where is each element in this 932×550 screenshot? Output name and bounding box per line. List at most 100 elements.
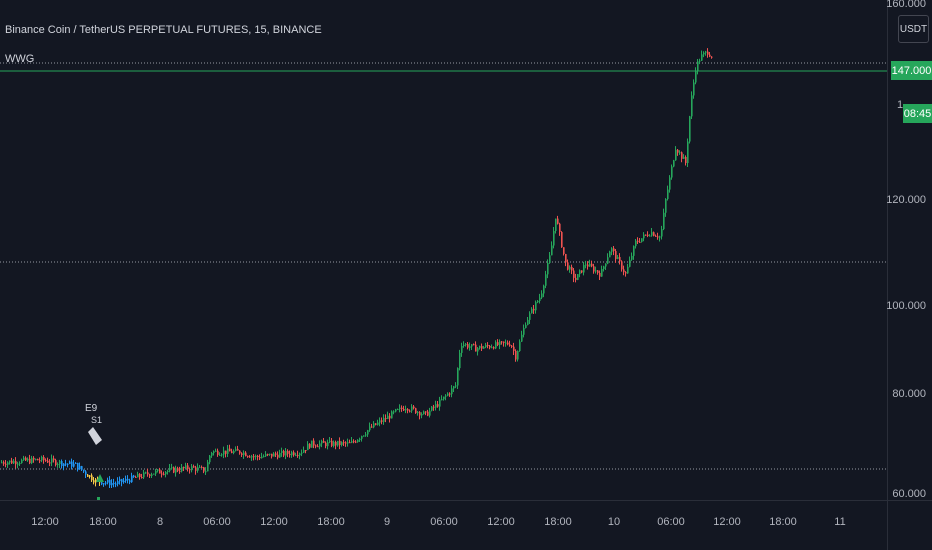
candle-body	[281, 451, 283, 453]
candle-body	[385, 418, 387, 420]
candle-body	[69, 461, 71, 464]
candle-body	[297, 454, 299, 456]
time-tick: 18:00	[317, 516, 345, 528]
candle-body	[449, 393, 451, 395]
candle-body	[325, 442, 327, 447]
candle-body	[441, 399, 443, 401]
candle-body	[365, 434, 367, 436]
candle-body	[91, 475, 93, 481]
candle-body	[71, 461, 73, 467]
candle-body	[675, 149, 677, 161]
candle-body	[575, 277, 577, 280]
candle-body	[161, 473, 163, 475]
candle-body	[283, 451, 285, 456]
candle-body	[465, 344, 467, 346]
candle-body	[155, 470, 157, 474]
candle-body	[399, 407, 401, 410]
symbol-title[interactable]: Binance Coin / TetherUS PERPETUAL FUTURE…	[5, 24, 322, 36]
candle-body	[569, 266, 571, 270]
candle-body	[261, 456, 263, 459]
candle-body	[411, 406, 413, 411]
candle-body	[7, 462, 9, 465]
candle-body	[135, 476, 137, 478]
candle-body	[59, 461, 61, 465]
candle-body	[129, 480, 131, 483]
candlestick-series	[1, 48, 713, 489]
candle-body	[533, 308, 535, 311]
candle-body	[689, 116, 691, 142]
candle-body	[529, 313, 531, 320]
candle-body	[539, 297, 541, 301]
candle-body	[659, 236, 661, 238]
candle-body	[163, 473, 165, 475]
candle-body	[301, 452, 303, 454]
candle-body	[695, 70, 697, 83]
candle-body	[227, 448, 229, 454]
candle-body	[537, 300, 539, 303]
candle-body	[387, 415, 389, 420]
candle-body	[33, 457, 35, 460]
candle-body	[509, 344, 511, 346]
candle-body	[703, 52, 705, 55]
time-tick: 06:00	[657, 516, 685, 528]
candle-body	[257, 455, 259, 458]
candle-body	[635, 240, 637, 247]
candle-body	[685, 156, 687, 164]
candle-body	[211, 452, 213, 456]
candle-body	[61, 461, 63, 467]
candle-body	[263, 456, 265, 458]
price-tick-160: 160.000	[886, 0, 926, 10]
candle-body	[381, 420, 383, 422]
candle-body	[671, 166, 673, 178]
candle-body	[627, 266, 629, 274]
candle-body	[289, 453, 291, 456]
candle-body	[93, 480, 95, 483]
candle-body	[73, 463, 75, 467]
candle-body	[203, 467, 205, 472]
candle-body	[41, 456, 43, 461]
candle-body	[611, 248, 613, 252]
candle-body	[343, 442, 345, 444]
candle-body	[219, 454, 221, 456]
candle-body	[655, 235, 657, 237]
candle-body	[609, 251, 611, 258]
candle-body	[131, 475, 133, 483]
candle-body	[705, 51, 707, 53]
candle-body	[333, 441, 335, 446]
candle-body	[357, 439, 359, 443]
candle-body	[657, 236, 659, 238]
candle-body	[145, 472, 147, 474]
candle-body	[1, 462, 3, 464]
candle-body	[581, 270, 583, 273]
candle-body	[371, 426, 373, 428]
candle-body	[573, 270, 575, 278]
candle-body	[625, 272, 627, 274]
time-axis[interactable]: 12:00 18:00 8 06:00 12:00 18:00 9 06:00 …	[0, 500, 887, 550]
price-tick-60: 60.000	[892, 488, 926, 500]
candle-body	[669, 177, 671, 190]
candle-body	[601, 268, 603, 277]
candle-body	[397, 409, 399, 411]
candle-body	[153, 473, 155, 475]
candle-body	[57, 464, 59, 466]
candle-body	[361, 436, 363, 439]
price-axis[interactable]: 160.000 120.000 100.000 80.000 60.000	[886, 0, 932, 500]
candle-body	[311, 440, 313, 448]
candle-body	[489, 346, 491, 348]
candle-body	[189, 469, 191, 471]
candle-body	[19, 463, 21, 465]
candle-body	[39, 460, 41, 462]
candle-body	[699, 60, 701, 62]
time-tick: 11	[834, 516, 846, 528]
candle-body	[561, 232, 563, 248]
candle-body	[169, 467, 171, 471]
candle-body	[207, 462, 209, 472]
candle-body	[25, 457, 27, 461]
currency-button[interactable]: USDT	[898, 15, 929, 43]
indicator-label[interactable]: WWG	[5, 53, 35, 65]
candle-body	[603, 266, 605, 269]
candle-body	[401, 407, 403, 410]
candle-body	[337, 440, 339, 446]
candle-body	[265, 454, 267, 457]
